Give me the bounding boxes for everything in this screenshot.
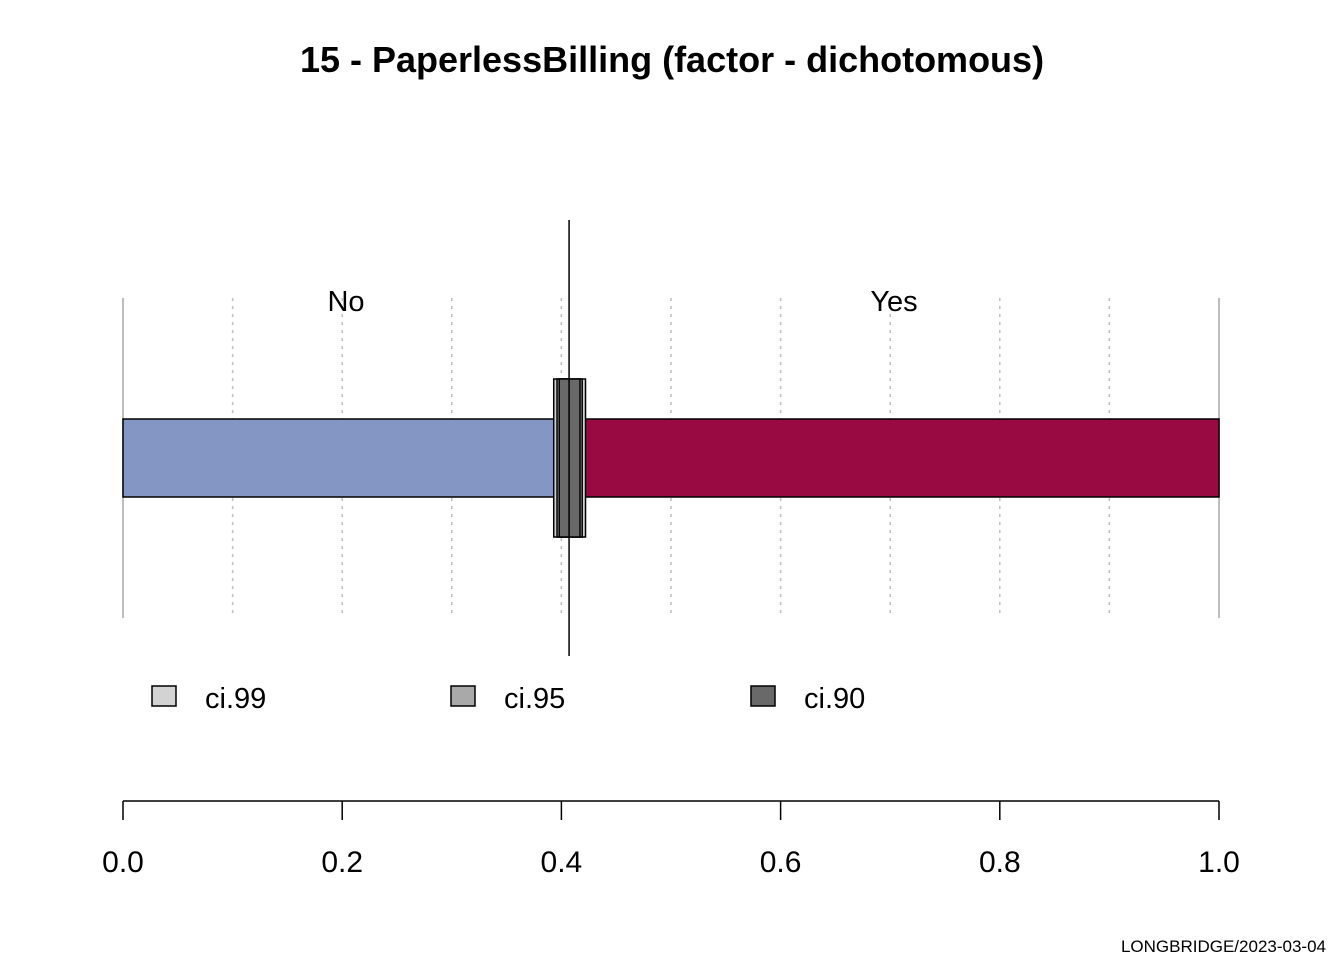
category-labels: No Yes [327,286,917,318]
legend: ci.99 ci.95 ci.90 [151,683,865,715]
tick-label: 1.0 [1198,846,1240,879]
tick-label: 0.6 [760,846,802,879]
legend-swatch [151,685,177,707]
confidence-intervals [552,220,587,656]
bar-yes [568,418,1220,498]
tick-label: 0.2 [321,846,363,879]
legend-label: ci.90 [804,683,865,715]
tick-label: 0.0 [102,846,144,879]
legend-swatch [450,685,476,707]
x-axis: 0.0 0.2 0.4 0.6 0.8 1.0 [102,800,1240,879]
footer-text: LONGBRIDGE/2023-03-04 [1121,937,1326,956]
chart-title: 15 - PaperlessBilling (factor - dichotom… [300,39,1044,80]
tick-label: 0.4 [541,846,583,879]
legend-label: ci.95 [504,683,565,715]
legend-label: ci.99 [205,683,266,715]
tick-label: 0.8 [979,846,1021,879]
bar-no [122,418,570,498]
category-label: Yes [870,286,917,318]
category-label: No [327,286,364,318]
bars [122,418,1220,498]
legend-swatch [750,685,776,707]
